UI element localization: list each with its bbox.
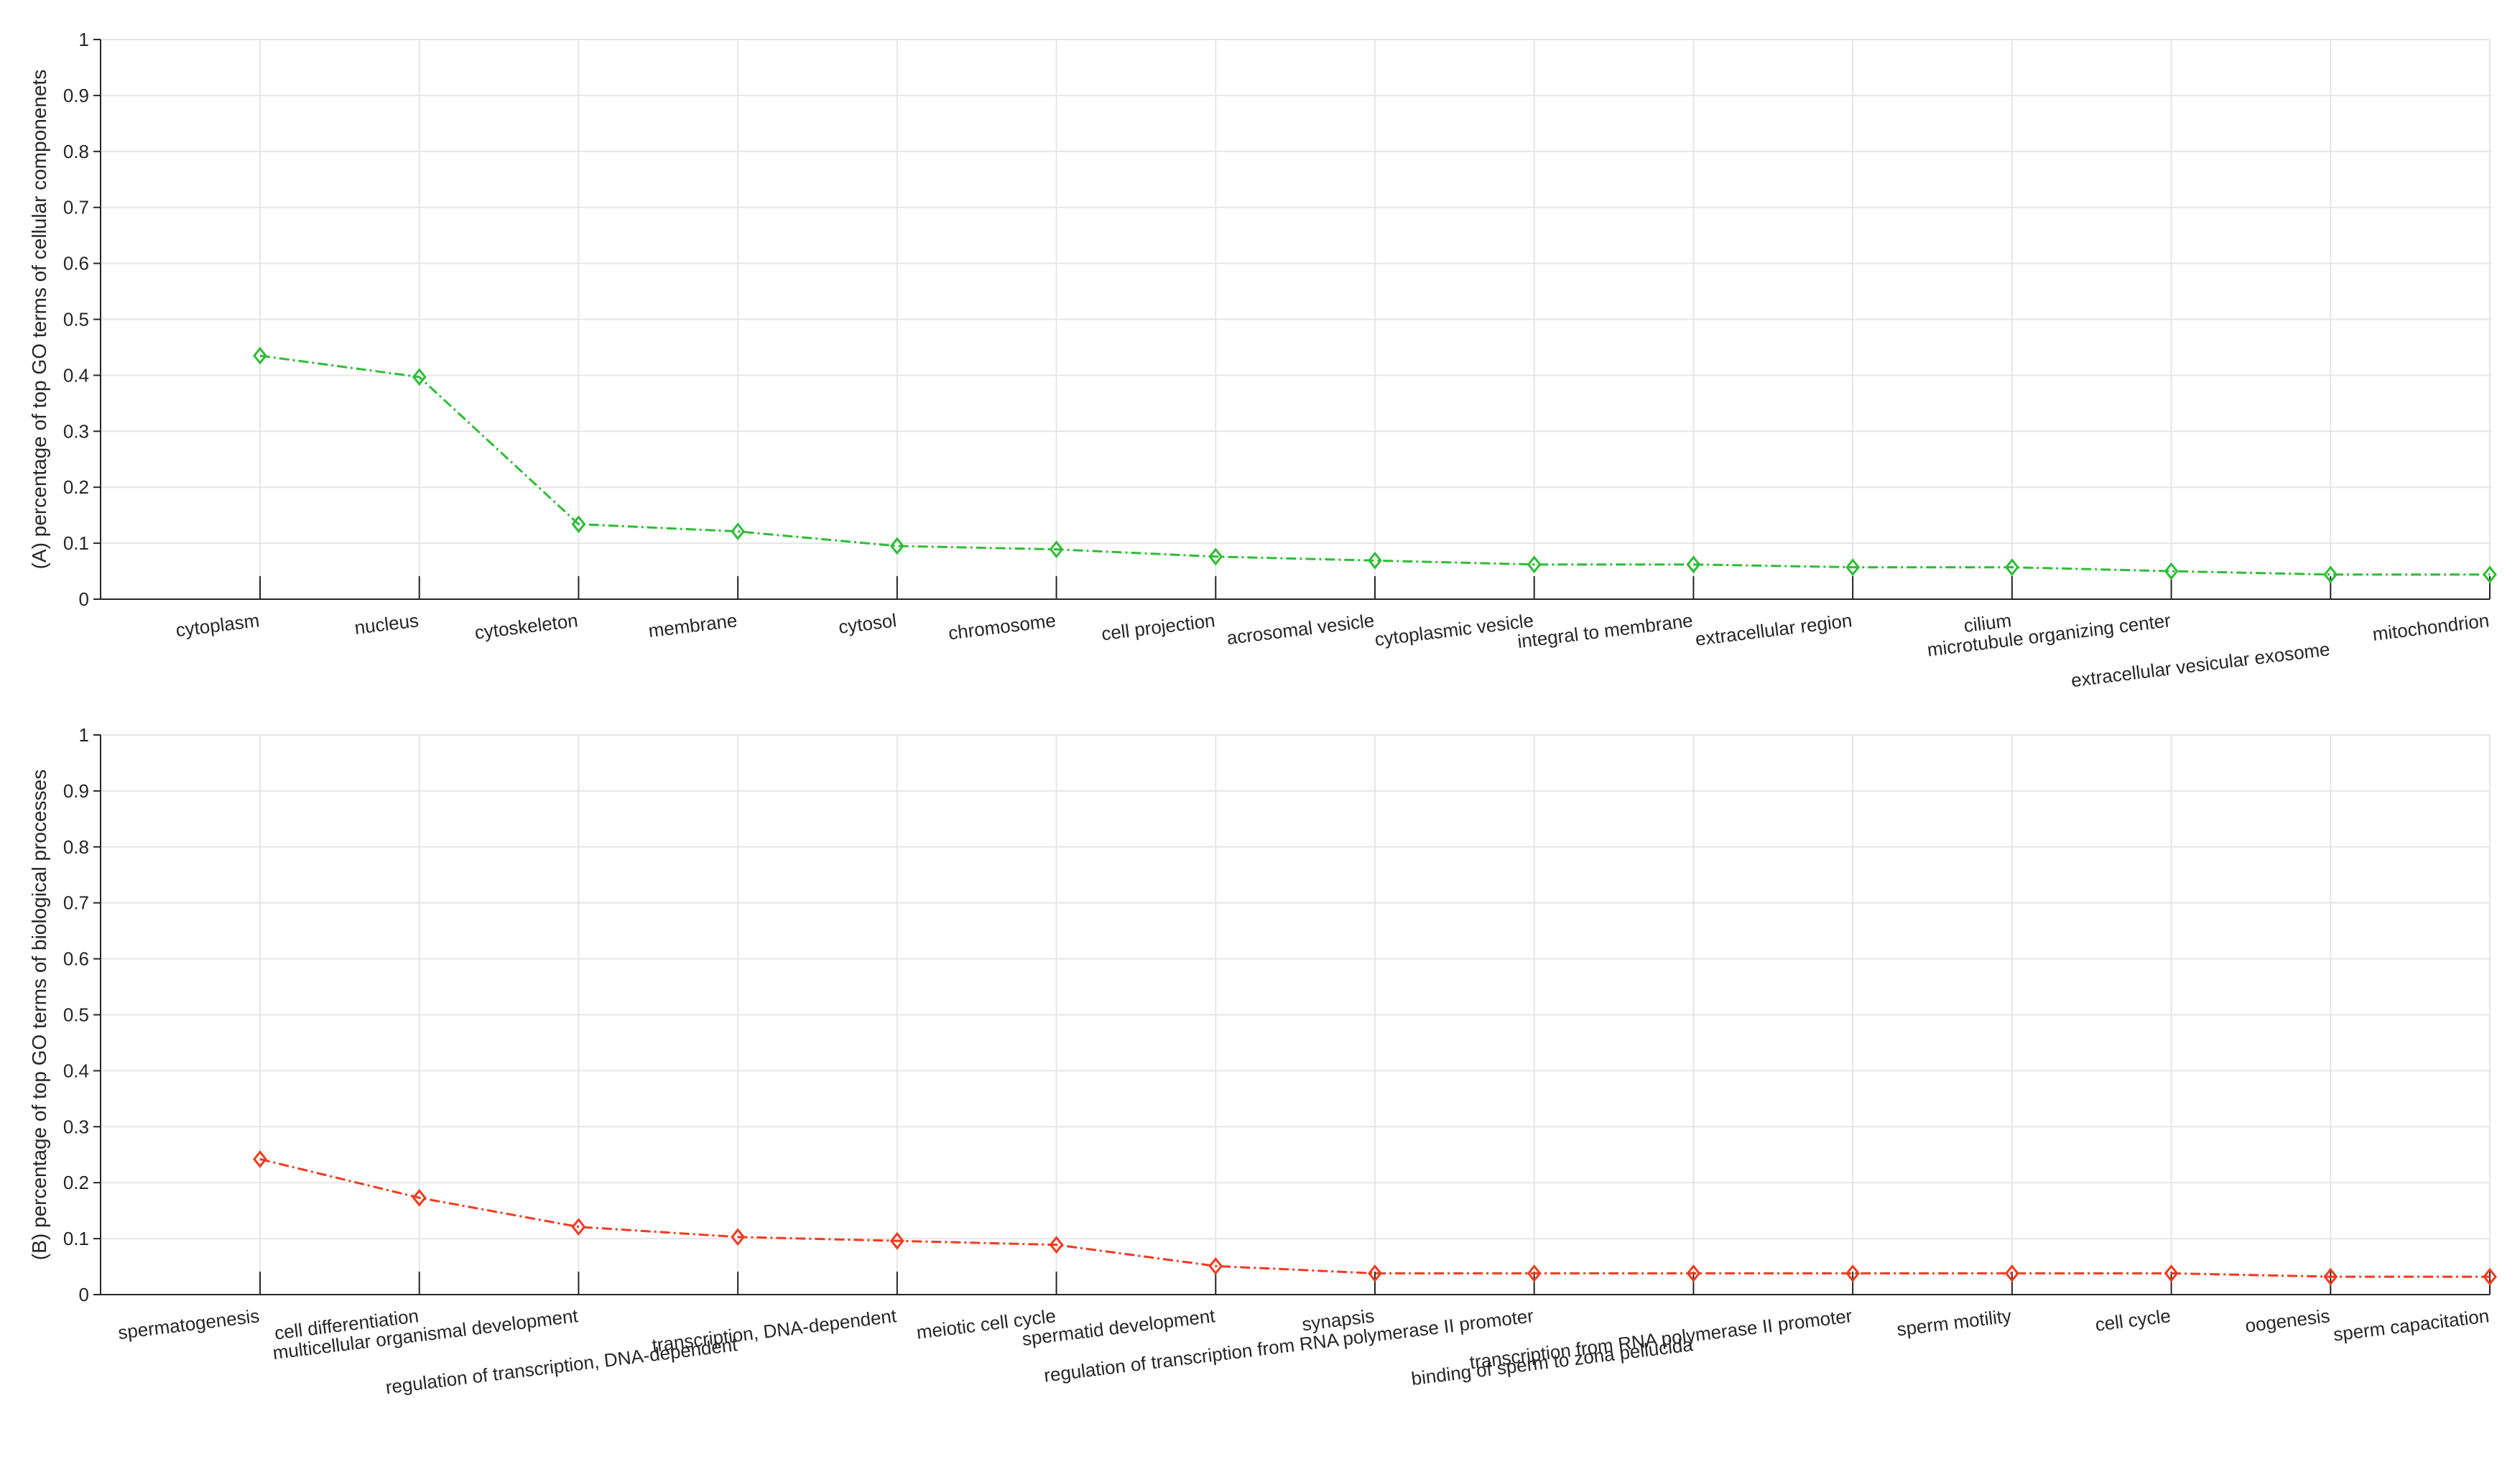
y-tick-label: 0.6 <box>63 253 89 274</box>
data-point-marker <box>1686 555 1701 574</box>
data-point-marker <box>731 1228 746 1246</box>
y-tick-label: 0.3 <box>63 420 89 442</box>
y-tick-label: 0 <box>79 588 89 610</box>
data-point-marker <box>1208 1257 1223 1275</box>
y-tick-label: 0.4 <box>63 364 89 386</box>
y-tick-label: 0 <box>79 1284 89 1305</box>
data-point-marker <box>412 368 427 387</box>
data-point-marker <box>1208 547 1223 566</box>
y-tick-label: 0.2 <box>63 476 89 498</box>
series-line <box>259 1158 2490 1278</box>
y-tick-label: 0.1 <box>63 532 89 554</box>
y-tick-label: 0.2 <box>63 1172 89 1193</box>
y-tick-label: 0.1 <box>63 1228 89 1249</box>
y-axis-label: (B) percentage of top GO terms of biolog… <box>28 769 50 1260</box>
data-point-marker <box>1845 1264 1861 1282</box>
data-point-marker <box>1368 1264 1382 1282</box>
y-tick-label: 0.5 <box>63 1004 89 1026</box>
data-point-marker <box>2004 558 2019 576</box>
data-point-marker <box>889 1231 904 1250</box>
y-tick-label: 0.5 <box>63 309 89 330</box>
data-point-marker <box>1049 540 1064 559</box>
data-point-marker <box>2164 562 2179 580</box>
data-point-marker <box>571 515 586 534</box>
y-axis-label: (A) percentage of top GO terms of cellul… <box>28 70 50 570</box>
y-tick-label: 0.7 <box>63 892 89 914</box>
y-tick-label: 0.4 <box>63 1060 89 1081</box>
y-tick-label: 0.3 <box>63 1116 89 1137</box>
y-tick-label: 0.8 <box>63 141 89 162</box>
data-point-marker <box>253 346 267 365</box>
data-point-marker <box>889 537 904 555</box>
data-point-marker <box>1845 558 1861 576</box>
data-point-marker <box>1686 1264 1701 1282</box>
y-tick-label: 0.9 <box>63 780 89 802</box>
y-tick-label: 0.9 <box>63 85 89 106</box>
data-point-marker <box>2323 565 2338 584</box>
data-point-marker <box>1527 555 1542 574</box>
data-point-marker <box>2323 1267 2338 1286</box>
data-point-marker <box>2164 1264 2179 1282</box>
y-tick-label: 0.6 <box>63 948 89 970</box>
y-tick-label: 0.8 <box>63 836 89 858</box>
data-point-marker <box>571 1218 586 1236</box>
data-point-marker <box>1049 1236 1064 1254</box>
data-point-marker <box>2483 1267 2497 1286</box>
data-point-marker <box>1527 1264 1542 1282</box>
data-point-marker <box>1368 551 1382 570</box>
data-point-marker <box>2004 1264 2019 1282</box>
series-line <box>259 354 2490 576</box>
y-tick-label: 1 <box>79 724 89 746</box>
data-point-marker <box>253 1150 267 1168</box>
data-point-marker <box>731 522 746 541</box>
y-tick-label: 0.7 <box>63 197 89 218</box>
data-point-marker <box>2483 565 2497 584</box>
data-point-marker <box>412 1188 427 1207</box>
y-tick-label: 1 <box>79 29 89 50</box>
